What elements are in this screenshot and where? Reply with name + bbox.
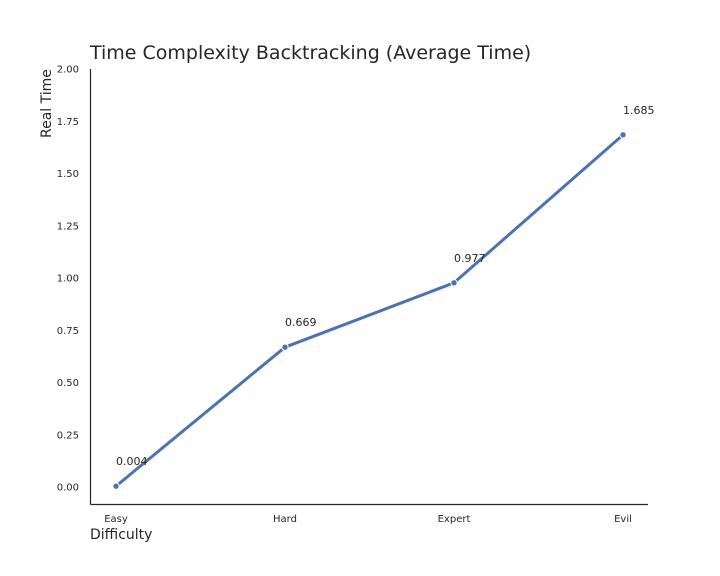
y-ticks: 0.00 0.25 0.50 0.75 1.00 1.25 1.50 1.75 2.00 — [57, 65, 79, 494]
data-label: 0.669 — [285, 316, 317, 329]
x-ticks: Easy Hard Expert Evil — [104, 514, 632, 525]
y-tick-label: 1.25 — [57, 221, 79, 232]
data-point — [281, 343, 289, 351]
data-label: 0.004 — [116, 455, 148, 468]
data-point — [619, 131, 627, 139]
chart-title: Time Complexity Backtracking (Average Ti… — [89, 42, 531, 64]
x-tick-label: Expert — [438, 514, 471, 525]
y-tick-label: 0.00 — [57, 483, 79, 494]
data-label: 0.977 — [454, 252, 486, 265]
series-group — [112, 131, 627, 490]
x-tick-label: Hard — [273, 514, 297, 525]
y-tick-label: 0.25 — [57, 430, 79, 441]
y-tick-label: 2.00 — [57, 65, 79, 76]
data-point — [450, 279, 458, 287]
data-labels: 0.004 0.669 0.977 1.685 — [116, 104, 655, 468]
data-label: 1.685 — [623, 104, 655, 117]
y-tick-label: 0.50 — [57, 378, 79, 389]
series-line — [114, 133, 625, 488]
y-tick-label: 0.75 — [57, 326, 79, 337]
y-tick-label: 1.75 — [57, 117, 79, 128]
x-axis-label: Difficulty — [90, 527, 152, 543]
x-tick-label: Easy — [104, 514, 128, 525]
y-tick-label: 1.00 — [57, 274, 79, 285]
x-tick-label: Evil — [614, 514, 632, 525]
data-point — [112, 482, 120, 490]
y-tick-label: 1.50 — [57, 169, 79, 180]
y-axis-label: Real Time — [39, 69, 55, 138]
